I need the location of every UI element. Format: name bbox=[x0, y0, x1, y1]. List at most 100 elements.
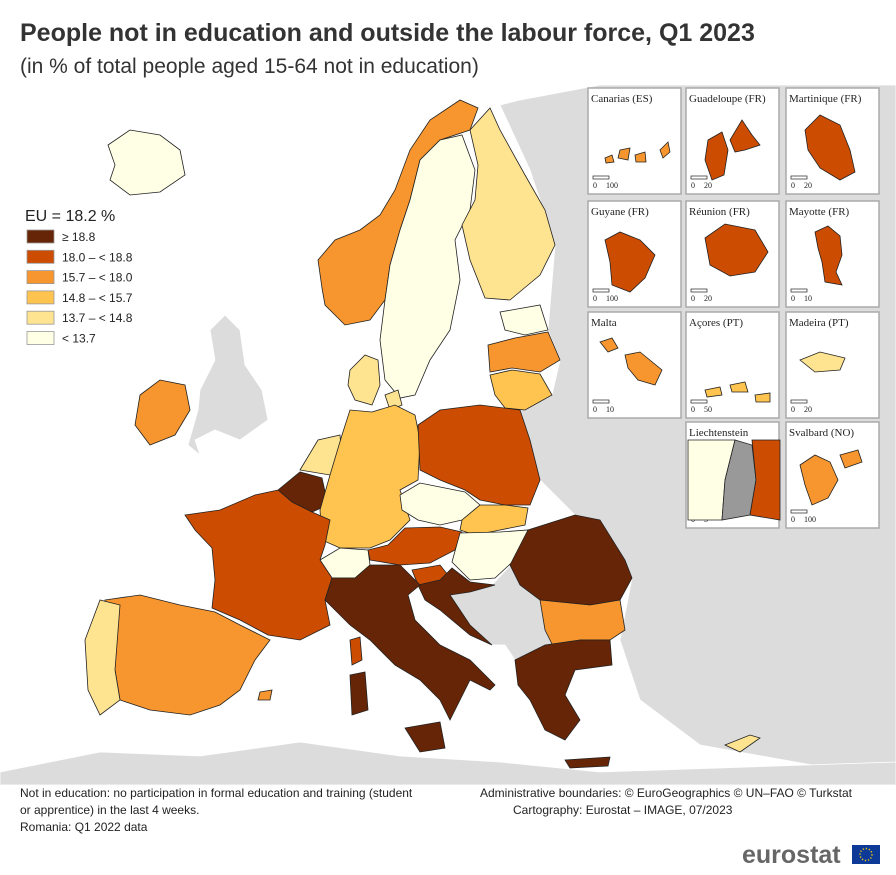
inset-label: Malta bbox=[591, 317, 617, 329]
balearics bbox=[257, 689, 273, 701]
guyane bbox=[604, 231, 656, 293]
scale-bar bbox=[790, 509, 808, 514]
credit: Administrative boundaries: © EuroGeograp… bbox=[480, 786, 853, 800]
scale-label: 10 bbox=[606, 405, 614, 414]
subtitle: (in % of total people aged 15-64 not in … bbox=[20, 55, 479, 78]
germany bbox=[319, 404, 421, 549]
notes: Not in education: no participation in fo… bbox=[20, 786, 853, 834]
guadeloupe bbox=[729, 119, 761, 153]
legend-swatch bbox=[26, 229, 55, 244]
svalbard bbox=[799, 454, 839, 506]
inset-label: Açores (PT) bbox=[689, 317, 743, 329]
poland bbox=[417, 404, 541, 506]
romania bbox=[509, 514, 633, 606]
slovakia bbox=[459, 504, 529, 536]
canarias bbox=[659, 141, 671, 159]
legend-label: 18.0 – < 18.8 bbox=[62, 250, 133, 264]
ireland bbox=[134, 379, 191, 446]
liechtenstein-east bbox=[749, 439, 781, 521]
legend-label: 14.8 – < 15.7 bbox=[62, 291, 133, 305]
sweden bbox=[379, 134, 476, 399]
legend-swatch bbox=[26, 290, 55, 305]
canarias bbox=[634, 151, 647, 163]
legend-label: ≥ 18.8 bbox=[62, 230, 96, 244]
scale-bar bbox=[690, 175, 708, 180]
inset-label: Martinique (FR) bbox=[789, 93, 862, 105]
inset-label: Guadeloupe (FR) bbox=[689, 93, 766, 105]
inset-label: Madeira (PT) bbox=[789, 317, 849, 329]
denmark-island bbox=[384, 389, 403, 411]
legend-title: EU = 18.2 % bbox=[25, 208, 115, 225]
lithuania bbox=[489, 369, 553, 411]
scale-label: 0 bbox=[691, 294, 695, 303]
inset-label: Canarias (ES) bbox=[591, 93, 653, 105]
corsica bbox=[349, 636, 363, 666]
portugal bbox=[84, 599, 121, 716]
mayotte bbox=[814, 225, 843, 286]
scale-label: 0 bbox=[791, 181, 795, 190]
title: People not in education and outside the … bbox=[20, 19, 755, 47]
iceland bbox=[107, 129, 186, 196]
scale-label: 100 bbox=[606, 294, 618, 303]
canarias bbox=[604, 154, 615, 164]
scale-label: 20 bbox=[704, 181, 712, 190]
eu-flag-stars bbox=[859, 847, 873, 862]
canarias bbox=[617, 147, 631, 161]
hungary bbox=[451, 529, 529, 581]
scale-label: 50 bbox=[704, 405, 712, 414]
eu-flag bbox=[852, 845, 880, 864]
malta bbox=[599, 337, 619, 353]
legend-label: 13.7 – < 14.8 bbox=[62, 311, 133, 325]
legend-label: 15.7 – < 18.0 bbox=[62, 271, 133, 285]
inset-label: Mayotte (FR) bbox=[789, 206, 850, 218]
inset-label: Liechtenstein bbox=[689, 427, 749, 439]
scale-label: 20 bbox=[704, 294, 712, 303]
martinique bbox=[804, 114, 856, 181]
acores bbox=[729, 381, 749, 393]
greece bbox=[514, 639, 613, 741]
malta bbox=[624, 351, 663, 386]
scale-bar bbox=[790, 288, 808, 293]
guadeloupe bbox=[704, 131, 729, 181]
scale-label: 100 bbox=[804, 515, 816, 524]
inset-label: Svalbard (NO) bbox=[789, 427, 854, 439]
croatia bbox=[417, 567, 496, 646]
sardinia bbox=[349, 671, 369, 716]
scale-bar bbox=[690, 288, 708, 293]
footnote: or apprentice) in the last 4 weeks. bbox=[20, 803, 199, 817]
scale-label: 0 bbox=[791, 405, 795, 414]
footnote: Romania: Q1 2022 data bbox=[20, 820, 148, 834]
scale-label: 0 bbox=[593, 294, 597, 303]
scale-label: 10 bbox=[804, 294, 812, 303]
credit: Cartography: Eurostat – IMAGE, 07/2023 bbox=[513, 803, 733, 817]
legend-swatch bbox=[26, 249, 55, 264]
scale-label: 0 bbox=[691, 405, 695, 414]
legend: ≥ 18.8 18.0 – < 18.8 15.7 – < 18.0 14.8 – <… bbox=[26, 229, 133, 346]
scale-bar bbox=[690, 399, 708, 404]
acores bbox=[704, 386, 723, 398]
madeira bbox=[799, 351, 846, 373]
italy bbox=[324, 564, 496, 721]
denmark bbox=[347, 354, 381, 406]
inset-label: Guyane (FR) bbox=[591, 206, 649, 218]
scale-label: 100 bbox=[606, 181, 618, 190]
footnote: Not in education: no participation in fo… bbox=[20, 786, 413, 800]
scale-bar bbox=[592, 175, 610, 180]
scale-label: 0 bbox=[593, 405, 597, 414]
scale-bar bbox=[592, 399, 610, 404]
estonia bbox=[499, 304, 549, 336]
scale-label: 20 bbox=[804, 181, 812, 190]
inset-label: Réunion (FR) bbox=[689, 206, 750, 218]
inset-shapes bbox=[599, 114, 863, 521]
scale-label: 0 bbox=[791, 515, 795, 524]
finland bbox=[461, 107, 556, 301]
legend-label: < 13.7 bbox=[62, 332, 96, 346]
scale-bar bbox=[790, 399, 808, 404]
acores bbox=[754, 392, 771, 403]
svalbard bbox=[839, 449, 863, 469]
non-eu-land bbox=[187, 314, 269, 457]
scale-bar bbox=[790, 175, 808, 180]
scale-label: 0 bbox=[791, 294, 795, 303]
scale-label: 0 bbox=[593, 181, 597, 190]
